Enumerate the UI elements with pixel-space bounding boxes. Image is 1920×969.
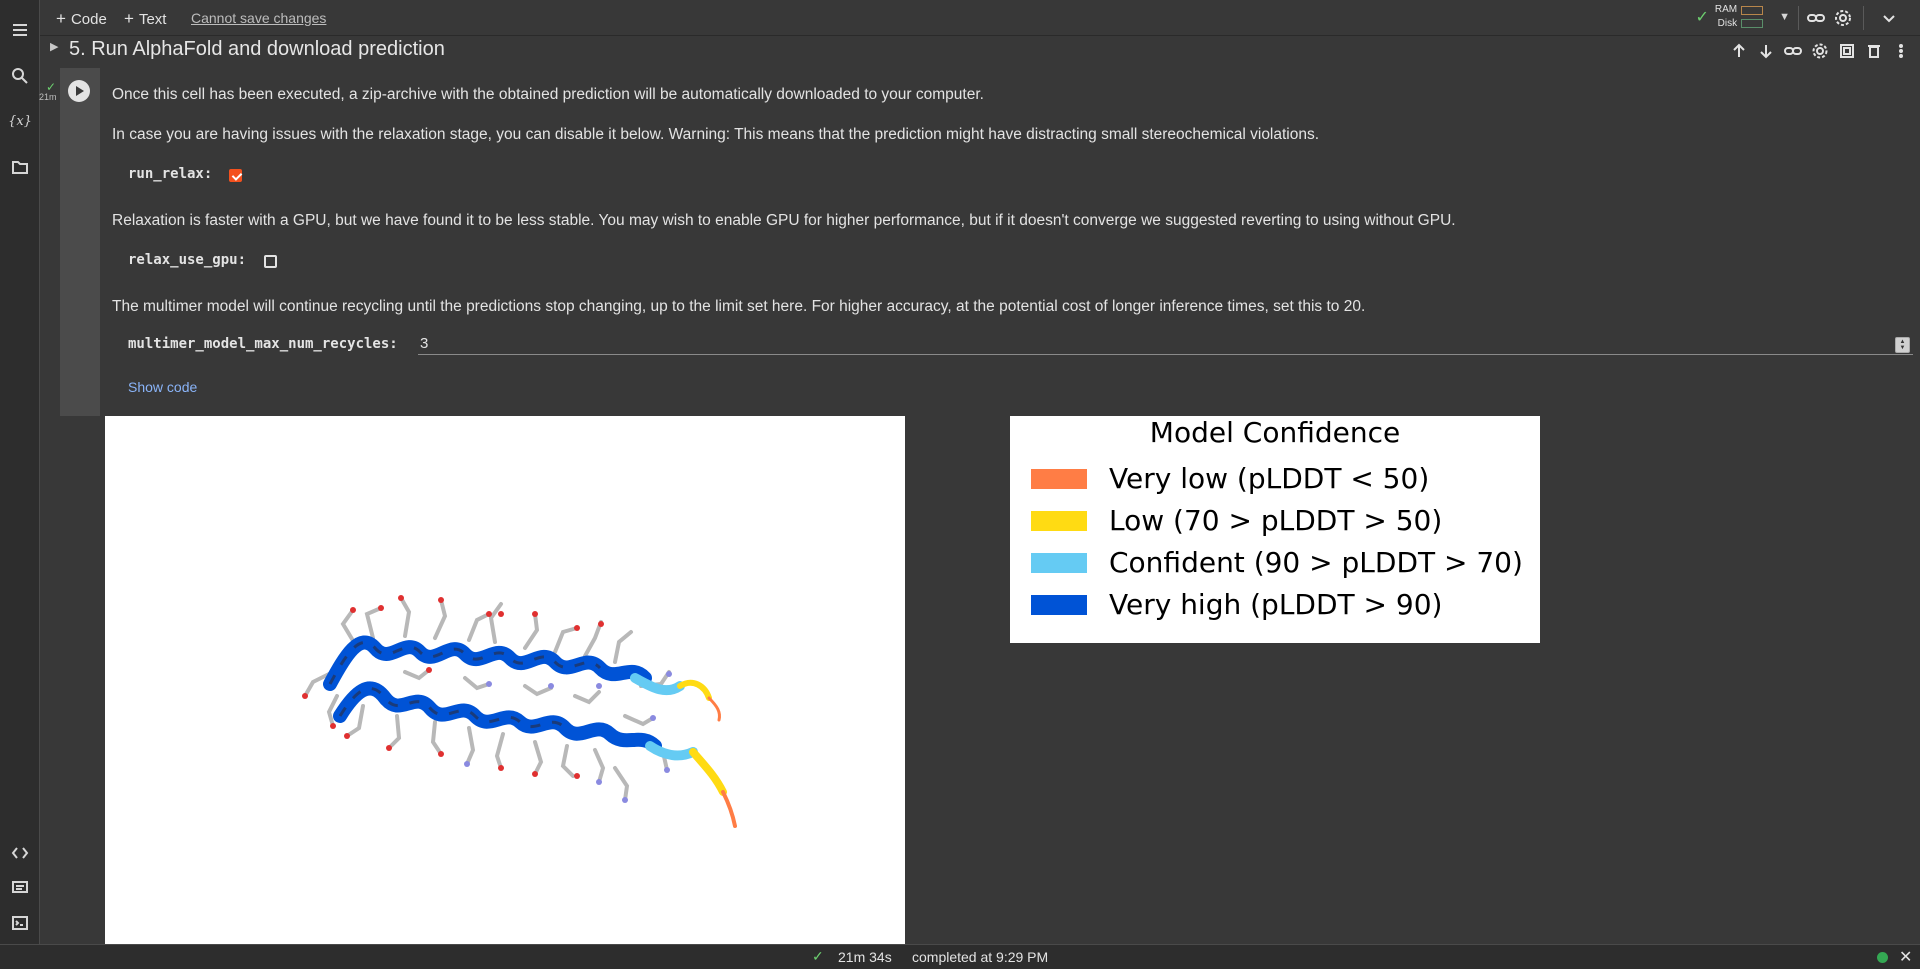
terminal-icon[interactable] — [6, 909, 34, 937]
run-relax-label: run_relax: — [128, 166, 213, 182]
description-paragraph: The multimer model will continue recycli… — [112, 298, 1366, 315]
legend-item: Very low (pLDDT < 50) — [1031, 462, 1429, 495]
show-code-link[interactable]: Show code — [128, 379, 198, 395]
recycles-number-input[interactable] — [418, 333, 1913, 355]
execution-duration: 21m 34s — [838, 949, 892, 965]
completed-check-icon: ✓ — [812, 948, 824, 964]
copy-link-icon[interactable] — [1784, 42, 1802, 60]
add-code-label: Code — [70, 11, 107, 28]
save-status-link[interactable]: Cannot save changes — [191, 10, 327, 26]
add-code-button[interactable]: + Code — [56, 9, 107, 29]
legend-swatch — [1031, 552, 1087, 573]
folder-icon[interactable] — [6, 153, 34, 181]
run-cell-button[interactable] — [68, 80, 90, 102]
legend-item: Low (70 > pLDDT > 50) — [1031, 504, 1442, 537]
description-paragraph: Once this cell has been executed, a zip-… — [112, 86, 984, 103]
legend-item: Confident (90 > pLDDT > 70) — [1031, 546, 1523, 579]
disk-label: Disk — [1717, 18, 1738, 29]
section-title: 5. Run AlphaFold and download prediction — [69, 38, 445, 60]
description-paragraph: Relaxation is faster with a GPU, but we … — [112, 212, 1456, 229]
legend-label: Low (70 > pLDDT > 50) — [1109, 504, 1443, 537]
add-text-button[interactable]: + Text — [124, 9, 166, 29]
execution-time-short: 21m — [39, 92, 57, 102]
legend-swatch — [1031, 594, 1087, 615]
cell-toolbar — [1730, 42, 1910, 60]
collapse-chevron-icon[interactable] — [1879, 8, 1899, 28]
structure-viewer[interactable] — [105, 416, 905, 944]
legend-label: Very low (pLDDT < 50) — [1109, 462, 1430, 495]
variables-icon[interactable]: {x} — [8, 113, 32, 129]
add-text-label: Text — [138, 11, 167, 28]
code-snippets-icon[interactable] — [6, 839, 34, 867]
mirror-cell-icon[interactable] — [1838, 42, 1856, 60]
gear-icon[interactable] — [1833, 8, 1853, 28]
legend-swatch — [1031, 468, 1087, 489]
section-collapse-caret-icon[interactable]: ▶ — [50, 41, 59, 53]
legend-label: Very high (pLDDT > 90) — [1109, 588, 1443, 621]
legend-swatch — [1031, 510, 1087, 531]
plus-icon: + — [56, 9, 66, 28]
recycles-label: multimer_model_max_num_recycles: — [128, 336, 398, 352]
move-cell-down-icon[interactable] — [1757, 42, 1775, 60]
resources-indicator[interactable]: ✓ RAM Disk ▼ — [1695, 3, 1790, 31]
ram-usage-bar — [1741, 6, 1764, 15]
completion-time: completed at 9:29 PM — [912, 949, 1049, 965]
toolbar-divider — [1798, 6, 1799, 30]
left-rail: {x} — [0, 0, 40, 944]
description-paragraph: In case you are having issues with the r… — [112, 126, 1320, 143]
legend-title: Model Confidence — [1149, 416, 1401, 449]
runtime-status-dot[interactable] — [1877, 952, 1888, 963]
link-icon[interactable] — [1806, 8, 1826, 28]
delete-trash-icon[interactable] — [1865, 42, 1883, 60]
toolbar-divider — [1863, 6, 1864, 30]
command-palette-icon[interactable] — [6, 873, 34, 901]
ram-label: RAM — [1714, 4, 1738, 15]
form-cell: Once this cell has been executed, a zip-… — [100, 68, 1920, 416]
execution-success-check-icon: ✓ — [45, 80, 57, 94]
move-cell-up-icon[interactable] — [1730, 42, 1748, 60]
confidence-legend: Model Confidence Very low (pLDDT < 50) L… — [1010, 416, 1540, 643]
cell-gutter — [60, 68, 100, 416]
play-icon — [76, 86, 84, 96]
table-of-contents-icon[interactable] — [6, 16, 34, 44]
more-options-icon[interactable] — [1892, 42, 1910, 60]
search-icon[interactable] — [6, 62, 34, 90]
cell-settings-gear-icon[interactable] — [1811, 42, 1829, 60]
legend-item: Very high (pLDDT > 90) — [1031, 588, 1442, 621]
relax-use-gpu-label: relax_use_gpu: — [128, 252, 247, 268]
close-icon[interactable]: ✕ — [1899, 949, 1913, 966]
protein-structure-image — [302, 595, 737, 828]
status-bar: ✓ 21m 34s completed at 9:29 PM ✕ — [0, 944, 1920, 969]
disk-usage-bar — [1741, 19, 1764, 28]
plus-icon: + — [124, 9, 134, 28]
chevron-down-icon[interactable]: ▼ — [1779, 11, 1790, 23]
connected-check-icon: ✓ — [1695, 9, 1709, 26]
legend-label: Confident (90 > pLDDT > 70) — [1109, 546, 1523, 579]
top-toolbar: + Code + Text Cannot save changes ✓ RAM Di… — [40, 0, 1920, 36]
section-header: ▶ 5. Run AlphaFold and download predicti… — [40, 36, 1920, 68]
number-spinner[interactable]: ▲ ▼ — [1895, 337, 1910, 353]
relax-use-gpu-checkbox[interactable] — [264, 255, 277, 268]
run-relax-checkbox[interactable] — [229, 169, 242, 182]
